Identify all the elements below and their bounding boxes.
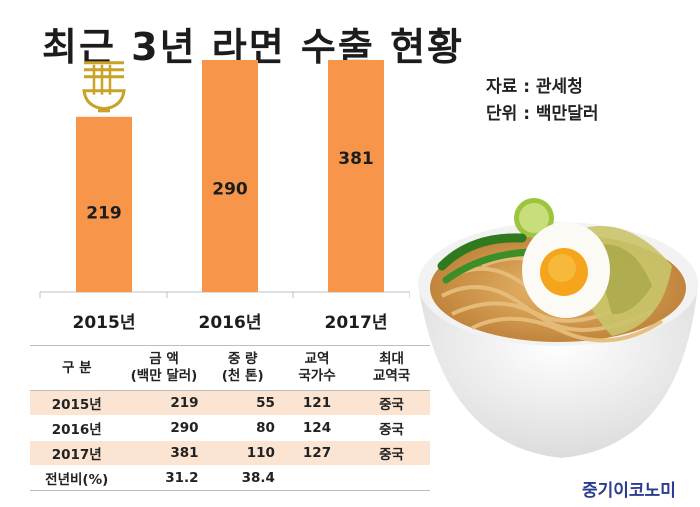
table-cell: 2015년: [30, 390, 124, 416]
brand-logo-text: 중기이코노미: [582, 481, 676, 501]
table-row: 전년비(%) 31.2 38.4: [30, 465, 430, 491]
table-cell: 중국: [353, 390, 430, 416]
bar-2017년: [328, 60, 384, 292]
table-cell: 121: [280, 390, 354, 416]
table-cell: 80: [204, 415, 281, 441]
category-label: 2017년: [325, 313, 388, 333]
ramen-bowl-image: [412, 196, 700, 466]
chart-meta: 자료 : 관세청 단위 : 백만달러: [486, 74, 598, 128]
table-cell: 219: [123, 390, 205, 416]
bar-chart: 219 2015년 290 2016년 381 2017년: [39, 60, 410, 333]
table-cell: 110: [204, 440, 281, 466]
unit-note: 단위 : 백만달러: [486, 104, 599, 124]
table-header-cell: 구 분: [30, 345, 124, 391]
bar-2016년: [202, 60, 258, 292]
category-label: 2016년: [199, 313, 262, 333]
noodle-bowl-icon: [82, 61, 126, 113]
table-header-cell: 최대 교역국: [353, 345, 430, 391]
table-header-cell: 중 량 (천 톤): [204, 345, 281, 391]
table-cell: [353, 465, 430, 491]
table-cell: 381: [123, 440, 205, 466]
table-header-cell: 금 액 (백만 달러): [123, 345, 205, 391]
bar-value-label: 219: [86, 203, 122, 223]
table-cell: 중국: [353, 440, 430, 466]
bar-2015년: [76, 116, 132, 292]
bar-value-label: 381: [338, 149, 374, 169]
table-cell: 2016년: [30, 415, 124, 441]
table-cell: 중국: [353, 415, 430, 441]
table-cell: 전년비(%): [30, 465, 124, 491]
table-row: 2015년 219 55 121 중국: [30, 390, 430, 416]
table-cell: 124: [280, 415, 354, 441]
source-note: 자료 : 관세청: [486, 77, 583, 97]
category-label: 2015년: [73, 313, 136, 333]
table-cell: 55: [204, 390, 281, 416]
table-cell: 2017년: [30, 440, 124, 466]
table-cell: 290: [123, 415, 205, 441]
table-cell: [280, 465, 354, 491]
table-row: 2017년 381 110 127 중국: [30, 440, 430, 466]
table-header-cell: 교역 국가수: [280, 345, 354, 391]
bar-value-label: 290: [212, 180, 248, 200]
table-row: 2016년 290 80 124 중국: [30, 415, 430, 441]
table-cell: 38.4: [204, 465, 281, 491]
table-cell: 31.2: [123, 465, 205, 491]
table-cell: 127: [280, 440, 354, 466]
